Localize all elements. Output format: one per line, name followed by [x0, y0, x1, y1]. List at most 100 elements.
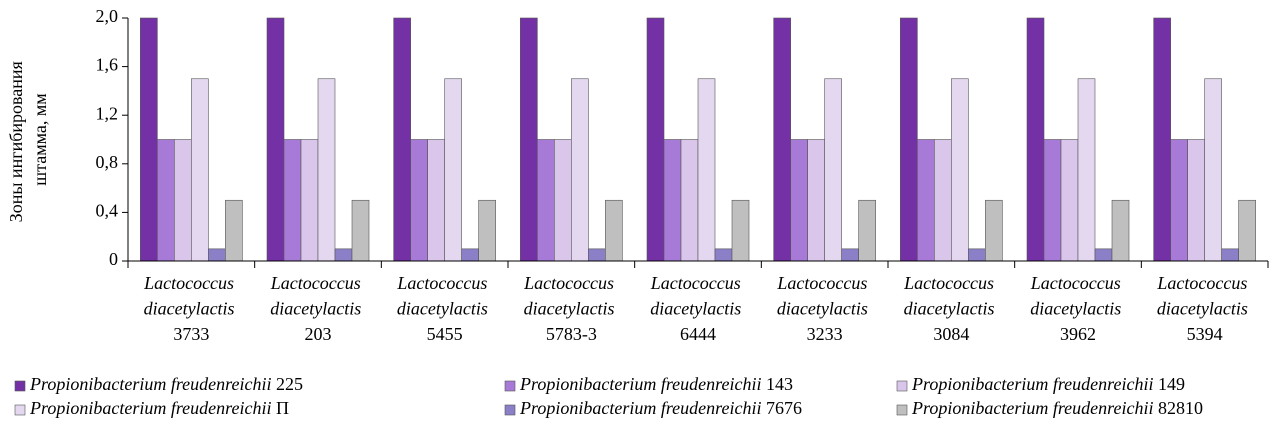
bar [427, 139, 445, 262]
bar [646, 17, 665, 262]
text-part: Propionibacterium freudenreichii [519, 374, 766, 394]
text-part: 143 [766, 374, 793, 394]
text-part: diacetylactis [1157, 299, 1252, 319]
bar [773, 17, 791, 262]
bar [663, 139, 682, 262]
y-tick-label: 0,4 [96, 201, 119, 221]
bar [266, 17, 285, 262]
bar [680, 139, 699, 262]
x-tick-label: Lactococcus diacetylactis 3733 [143, 273, 239, 344]
bar [461, 248, 479, 262]
legend-label: Propionibacterium freudenreichii П [29, 398, 289, 418]
bar [1026, 17, 1045, 262]
bar [858, 199, 876, 262]
legend-swatch [14, 380, 26, 392]
bar [807, 139, 825, 262]
x-tick-label: Lactococcus diacetylactis 3962 [1030, 273, 1126, 344]
bar [968, 248, 986, 262]
text-part: Lactococcus [903, 273, 998, 293]
bar [1238, 199, 1256, 262]
bar [697, 78, 716, 262]
bar [191, 78, 209, 262]
text-part: diacetylactis [777, 299, 872, 319]
bar [1094, 248, 1113, 262]
text-part: 7676 [766, 398, 802, 418]
bar [1204, 78, 1222, 262]
bar [1221, 248, 1239, 262]
text-part: diacetylactis [904, 299, 999, 319]
text-part: Lactococcus [650, 273, 745, 293]
legend-label: Propionibacterium freudenreichii 7676 [519, 398, 802, 418]
bar [140, 17, 158, 262]
bar [1077, 78, 1096, 262]
legend-swatch [896, 380, 908, 392]
legend-swatch [504, 380, 516, 392]
text-part: Propionibacterium freudenreichii [29, 398, 276, 418]
x-tick-label: Lactococcus diacetylactis 6444 [650, 273, 746, 344]
text-part: diacetylactis [144, 299, 239, 319]
bar [605, 199, 623, 262]
text-part: П [276, 398, 289, 418]
text-part: 6444 [680, 324, 716, 344]
text-part: Lactococcus [143, 273, 238, 293]
bar [900, 17, 918, 262]
text-part: Propionibacterium freudenreichii [29, 374, 276, 394]
x-tick-label: Lactococcus diacetylactis 3084 [903, 273, 999, 344]
text-part: Lactococcus [1156, 273, 1251, 293]
text-part: Lactococcus [396, 273, 491, 293]
bar [790, 139, 808, 262]
text-part: 3962 [1060, 324, 1096, 344]
bar [1153, 17, 1171, 262]
y-tick-label: 0,8 [96, 152, 119, 172]
text-part: Lactococcus [776, 273, 871, 293]
bar [917, 139, 935, 262]
text-part: Propionibacterium freudenreichii [911, 398, 1158, 418]
bar [157, 139, 175, 262]
text-part: 3733 [173, 324, 209, 344]
bar [1187, 139, 1205, 262]
text-part: 203 [305, 324, 332, 344]
bar [174, 139, 192, 262]
x-tick-label: Lactococcus diacetylactis 3233 [776, 273, 872, 344]
bar [934, 139, 952, 262]
text-part: 149 [1158, 374, 1185, 394]
bar [985, 199, 1003, 262]
bar [520, 17, 538, 262]
x-tick-label: Lactococcus diacetylactis 203 [270, 273, 366, 344]
bar [208, 248, 226, 262]
bar [1111, 199, 1130, 262]
legend-label: Propionibacterium freudenreichii 225 [29, 374, 303, 394]
bar [1043, 139, 1062, 262]
bar [1060, 139, 1079, 262]
text-part: 5394 [1187, 324, 1223, 344]
y-tick-label: 1,2 [96, 103, 119, 123]
text-part: diacetylactis [397, 299, 492, 319]
y-tick-label: 1,6 [96, 55, 119, 75]
bar [225, 199, 243, 262]
text-part: Зоны ингибирования [6, 57, 26, 223]
bar [393, 17, 411, 262]
text-part: diacetylactis [1030, 299, 1125, 319]
legend-label: Propionibacterium freudenreichii 149 [911, 374, 1185, 394]
y-tick-label: 0 [109, 249, 118, 269]
text-part: diacetylactis [524, 299, 619, 319]
bar [571, 78, 589, 262]
bar [841, 248, 859, 262]
bar [824, 78, 842, 262]
bar [588, 248, 606, 262]
text-part: 3084 [933, 324, 969, 344]
bar [731, 199, 750, 262]
text-part: 5455 [427, 324, 463, 344]
text-part: Propionibacterium freudenreichii [519, 398, 766, 418]
bar [334, 248, 353, 262]
text-part: 225 [276, 374, 303, 394]
legend-swatch [14, 404, 26, 416]
text-part: 5783-3 [546, 324, 597, 344]
bar [951, 78, 969, 262]
y-tick-label: 2,0 [96, 6, 119, 26]
bar [714, 248, 733, 262]
bar [351, 199, 370, 262]
x-tick-label: Lactococcus diacetylactis 5394 [1156, 273, 1252, 344]
bar [1170, 139, 1188, 262]
